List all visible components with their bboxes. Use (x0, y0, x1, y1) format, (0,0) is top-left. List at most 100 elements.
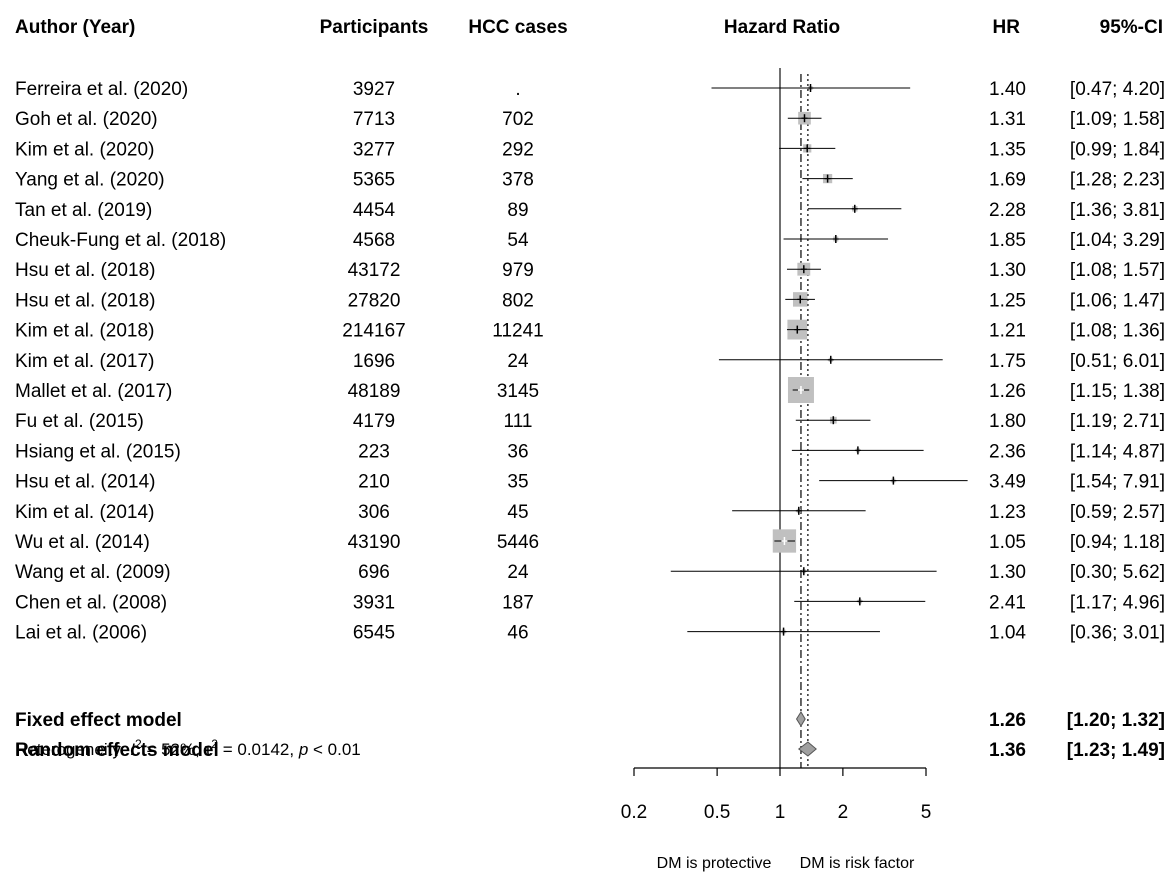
ci-value: [0.30; 5.62] (1070, 562, 1165, 583)
ci-value: [1.06; 1.47] (1070, 290, 1165, 311)
ci-value: [0.94; 1.18] (1070, 532, 1165, 553)
study-name: Hsu et al. (2014) (15, 472, 155, 493)
study-name: Goh et al. (2020) (15, 109, 158, 130)
study-name: Yang et al. (2020) (15, 170, 165, 191)
participants-value: 1696 (353, 351, 395, 372)
study-name: Mallet et al. (2017) (15, 381, 172, 402)
hr-value: 1.21 (989, 321, 1026, 342)
study-name: Chen et al. (2008) (15, 592, 167, 613)
hr-value: 2.41 (989, 592, 1026, 613)
cases-value: 378 (502, 170, 534, 191)
study-name: Tan et al. (2019) (15, 200, 152, 221)
direction-right-label: DM is risk factor (800, 855, 915, 872)
participants-value: 5365 (353, 170, 395, 191)
header-cases: HCC cases (468, 17, 567, 38)
ci-value: [1.08; 1.36] (1070, 321, 1165, 342)
model-ci-value: [1.20; 1.32] (1067, 710, 1165, 731)
participants-value: 3277 (353, 139, 395, 160)
hr-value: 1.25 (989, 290, 1026, 311)
header-study: Author (Year) (15, 17, 135, 38)
model-name: Fixed effect model (15, 710, 182, 731)
hr-value: 1.80 (989, 411, 1026, 432)
participants-value: 7713 (353, 109, 395, 130)
participants-value: 4454 (353, 200, 396, 221)
cases-value: 111 (504, 411, 533, 432)
cases-value: 35 (507, 472, 528, 493)
study-name: Kim et al. (2017) (15, 351, 154, 372)
ci-value: [1.54; 7.91] (1070, 472, 1165, 493)
participants-value: 4179 (353, 411, 395, 432)
cases-value: 36 (507, 441, 528, 462)
hr-value: 1.35 (989, 139, 1026, 160)
study-name: Ferreira et al. (2020) (15, 79, 188, 100)
cases-value: 979 (502, 260, 534, 281)
cases-value: 46 (507, 623, 528, 644)
cases-value: 89 (507, 200, 528, 221)
hr-value: 1.75 (989, 351, 1026, 372)
hr-value: 1.05 (989, 532, 1026, 553)
hr-value: 1.30 (989, 260, 1026, 281)
participants-value: 306 (358, 502, 390, 523)
hr-value: 1.40 (989, 79, 1026, 100)
hr-value: 1.69 (989, 170, 1026, 191)
header-ci: 95%-CI (1100, 17, 1163, 38)
participants-value: 210 (358, 472, 390, 493)
cases-value: 24 (507, 562, 529, 583)
hr-value: 1.04 (989, 623, 1026, 644)
hr-value: 1.23 (989, 502, 1026, 523)
participants-value: 43190 (348, 532, 401, 553)
participants-value: 3927 (353, 79, 395, 100)
header-participants: Participants (320, 17, 429, 38)
x-tick-label: 0.2 (621, 802, 647, 823)
study-name: Cheuk-Fung et al. (2018) (15, 230, 226, 251)
study-name: Kim et al. (2018) (15, 321, 154, 342)
participants-value: 4568 (353, 230, 395, 251)
x-tick-label: 1 (775, 802, 786, 823)
ci-value: [1.17; 4.96] (1070, 592, 1165, 613)
ci-value: [0.99; 1.84] (1070, 139, 1165, 160)
cases-value: 5446 (497, 532, 539, 553)
x-tick-label: 0.5 (704, 802, 730, 823)
model-name: Random effects model (15, 740, 219, 761)
cases-value: 3145 (497, 381, 539, 402)
study-name: Lai et al. (2006) (15, 623, 147, 644)
hr-value: 1.85 (989, 230, 1026, 251)
participants-value: 48189 (348, 381, 401, 402)
study-name: Hsu et al. (2018) (15, 260, 155, 281)
model-ci-value: [1.23; 1.49] (1067, 740, 1165, 761)
hr-value: 1.26 (989, 381, 1026, 402)
ci-value: [1.19; 2.71] (1070, 411, 1165, 432)
ci-value: [0.47; 4.20] (1070, 79, 1165, 100)
study-name: Wu et al. (2014) (15, 532, 150, 553)
study-name: Wang et al. (2009) (15, 562, 171, 583)
cases-value: 702 (502, 109, 534, 130)
study-name: Hsiang et al. (2015) (15, 441, 181, 462)
ci-value: [0.59; 2.57] (1070, 502, 1165, 523)
ci-value: [1.15; 1.38] (1070, 381, 1165, 402)
ci-value: [1.14; 4.87] (1070, 441, 1165, 462)
header-plot: Hazard Ratio (724, 17, 840, 38)
cases-value: 802 (502, 290, 534, 311)
cases-value: 45 (507, 502, 528, 523)
participants-value: 223 (358, 441, 390, 462)
direction-left-label: DM is protective (657, 855, 772, 872)
model-hr-value: 1.36 (989, 740, 1026, 761)
model-diamond (795, 711, 806, 727)
x-tick-label: 5 (921, 802, 932, 823)
cases-value: . (515, 79, 520, 100)
model-diamond (797, 741, 817, 757)
ci-value: [1.36; 3.81] (1070, 200, 1165, 221)
participants-value: 3931 (353, 592, 395, 613)
ci-value: [1.04; 3.29] (1070, 230, 1165, 251)
hr-value: 1.30 (989, 562, 1026, 583)
participants-value: 696 (358, 562, 390, 583)
cases-value: 24 (507, 351, 529, 372)
ci-value: [1.28; 2.23] (1070, 170, 1165, 191)
cases-value: 11241 (492, 321, 543, 342)
cases-value: 292 (502, 139, 534, 160)
ci-value: [0.51; 6.01] (1070, 351, 1165, 372)
ci-value: [0.36; 3.01] (1070, 623, 1165, 644)
hr-value: 2.36 (989, 441, 1026, 462)
participants-value: 27820 (348, 290, 401, 311)
ci-value: [1.08; 1.57] (1070, 260, 1165, 281)
